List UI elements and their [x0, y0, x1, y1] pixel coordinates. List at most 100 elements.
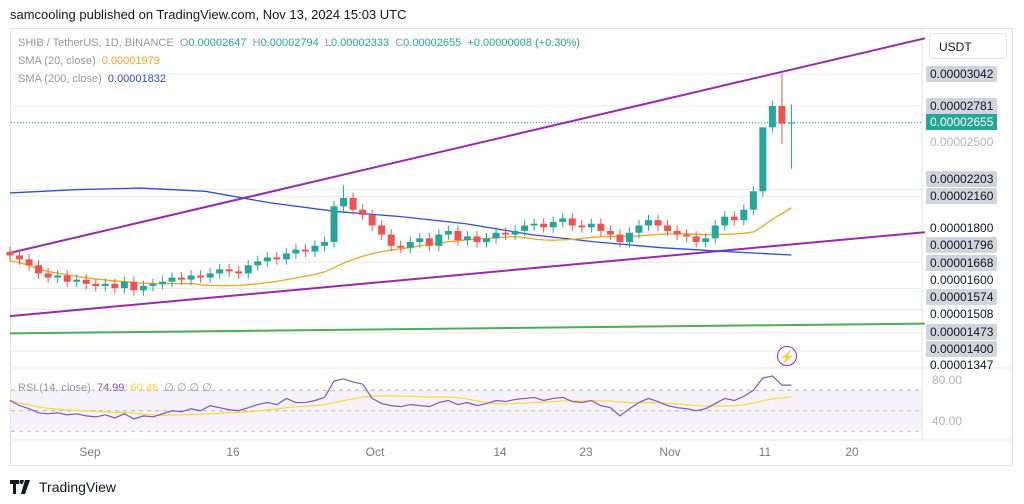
- sma200-label: SMA (200, close): [18, 73, 102, 85]
- candle-body: [54, 275, 62, 278]
- candle-body: [397, 245, 405, 248]
- open-value: 0.00002647: [188, 37, 247, 49]
- candle-body: [492, 232, 500, 239]
- candle-body: [254, 261, 262, 266]
- candle-body: [454, 230, 462, 241]
- candle-body: [645, 220, 653, 226]
- candle-body: [540, 223, 548, 228]
- candle-body: [206, 273, 214, 278]
- price-axis-label: 0.00001347: [930, 358, 994, 372]
- price-axis-label: 0.00002500: [930, 135, 994, 149]
- price-axis-label: 0.00001400: [926, 341, 998, 357]
- candle-body: [502, 232, 510, 235]
- low-value: 0.00002333: [330, 37, 390, 49]
- candle-body: [25, 259, 33, 266]
- currency-selector[interactable]: USDT: [929, 33, 1007, 59]
- symbol-name[interactable]: SHIB / TetherUS, 1D, BINANCE: [18, 37, 174, 49]
- candle-body: [463, 236, 471, 241]
- candle-body: [330, 206, 338, 243]
- candle-body: [6, 251, 14, 256]
- price-axis-label: 0.00002160: [926, 188, 998, 204]
- candle-body: [244, 265, 252, 274]
- candle-body: [82, 279, 90, 284]
- rsi-label: RSI (14, close): [18, 382, 91, 394]
- high-label: H: [252, 37, 261, 49]
- candle-body: [158, 281, 166, 284]
- candle-body: [587, 223, 595, 228]
- sma200-value: 0.00001832: [107, 73, 167, 85]
- brand-name: TradingView: [39, 479, 117, 495]
- price-axis-label: 0.00001574: [926, 289, 998, 305]
- price-axis-label: 0.00001800: [930, 221, 994, 235]
- candle-body: [721, 216, 729, 226]
- candle-body: [320, 242, 328, 246]
- candle-body: [168, 277, 176, 282]
- candle-body: [416, 238, 424, 243]
- candle-body: [282, 253, 290, 260]
- trendline-channel-upper: [9, 37, 926, 254]
- publisher-line: samcooling published on TradingView.com,…: [10, 7, 407, 22]
- candle-body: [549, 221, 557, 228]
- candle-body: [149, 283, 157, 286]
- time-axis-label: 23: [579, 445, 593, 459]
- rsi-band-fill: [11, 390, 922, 431]
- close-label: C: [395, 37, 404, 49]
- candle-body: [654, 220, 662, 226]
- candle-body: [778, 106, 786, 124]
- rsi-axis-label: 40.00: [932, 414, 963, 428]
- change-value: +0.00000008 (+0.30%): [467, 37, 580, 49]
- candle-body: [263, 257, 271, 262]
- candle-body: [225, 269, 233, 272]
- price-axis-label: 0.00001600: [930, 273, 994, 287]
- candle-body: [92, 283, 100, 286]
- sma200-legend[interactable]: SMA (200, close) 0.00001832: [18, 73, 167, 85]
- price-axis-label: 0.00002655: [926, 114, 998, 130]
- time-axis-label: Oct: [365, 445, 385, 459]
- candle-body: [625, 232, 633, 243]
- rsi-value: 74.99: [96, 382, 125, 394]
- candle-body: [606, 230, 614, 235]
- candle-body: [187, 275, 195, 280]
- rsi-ma-value: 60.46: [130, 382, 159, 394]
- sma20-value: 0.00001979: [101, 55, 160, 67]
- sma200-line: [9, 187, 792, 256]
- candle-body: [473, 236, 481, 243]
- candle-body: [101, 283, 109, 286]
- candle-body: [130, 281, 138, 291]
- time-axis-label: Sep: [79, 445, 101, 459]
- candle-body: [301, 249, 309, 252]
- candle-body: [768, 106, 776, 128]
- candle-body: [273, 257, 281, 260]
- price-axis-label: 0.00001508: [930, 307, 994, 321]
- candle-body: [559, 218, 567, 222]
- candle-body: [292, 249, 300, 254]
- candle-body: [787, 122, 795, 124]
- candle-body: [139, 285, 147, 291]
- rsi-legend[interactable]: RSI (14, close) 74.99 60.46 ∅ ∅ ∅ ∅: [18, 381, 212, 394]
- candle-body: [578, 225, 586, 228]
- candle-body: [387, 234, 395, 246]
- candle-body: [711, 225, 719, 239]
- candle-body: [425, 238, 433, 246]
- candle-body: [483, 238, 490, 243]
- close-value: 0.00002655: [403, 37, 462, 49]
- time-axis-label: 14: [493, 445, 507, 459]
- candle-body: [120, 281, 128, 289]
- candle-body: [749, 191, 757, 210]
- lightning-icon[interactable]: ⚡: [777, 346, 797, 366]
- candle-body: [73, 279, 81, 282]
- tradingview-logo: TradingView: [10, 479, 116, 495]
- price-axis-label: 0.00002781: [926, 98, 998, 114]
- trendline-support: [9, 322, 925, 335]
- candle-body: [635, 225, 643, 233]
- rsi-extra-values: ∅ ∅ ∅ ∅: [164, 382, 212, 394]
- sma20-legend[interactable]: SMA (20, close) 0.00001979: [18, 55, 160, 67]
- rsi-axis-label: 80.00: [932, 373, 963, 387]
- candle-body: [702, 238, 710, 243]
- candle-body: [349, 197, 357, 210]
- trendline-channel-lower: [9, 231, 925, 318]
- candle-body: [368, 214, 376, 226]
- price-axis-label: 0.00001473: [926, 324, 998, 340]
- time-axis-label: 11: [758, 445, 772, 459]
